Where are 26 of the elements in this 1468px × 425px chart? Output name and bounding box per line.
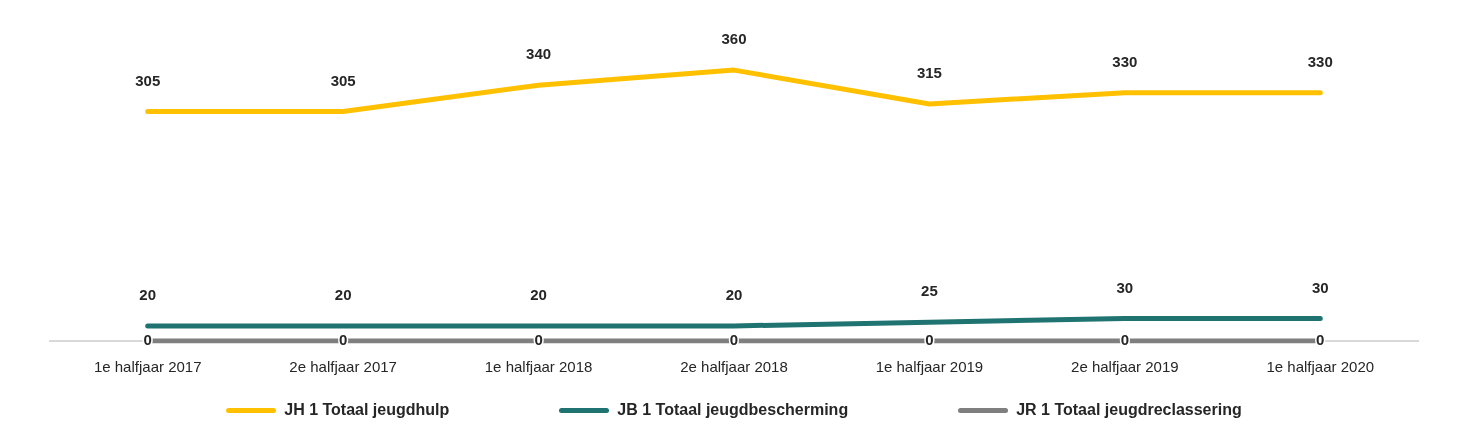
- x-tick-label: 1e halfjaar 2020: [1266, 358, 1375, 376]
- legend-label: JR 1 Totaal jeugdreclassering: [1015, 401, 1242, 419]
- data-label: 20: [139, 286, 157, 304]
- data-label: 20: [725, 286, 743, 304]
- x-tick-label: 2e halfjaar 2017: [289, 358, 397, 376]
- legend-label: JB 1 Totaal jeugdbescherming: [616, 401, 849, 419]
- data-label: 340: [526, 45, 552, 63]
- data-label: 315: [916, 64, 942, 82]
- data-label: 305: [330, 71, 356, 89]
- x-tick-label: 2e halfjaar 2019: [1071, 358, 1179, 376]
- x-tick-label: 2e halfjaar 2018: [680, 358, 788, 376]
- data-label: 20: [334, 286, 352, 304]
- x-tick-label: 1e halfjaar 2018: [484, 358, 593, 376]
- data-label: 0: [143, 331, 152, 349]
- data-label: 30: [1116, 278, 1134, 296]
- data-label: 30: [1311, 278, 1329, 296]
- data-label: 20: [530, 286, 547, 304]
- legend-label: JH 1 Totaal jeugdhulp: [283, 401, 450, 419]
- data-label: 0: [1316, 331, 1325, 349]
- data-label: 360: [721, 30, 747, 48]
- x-tick-label: 1e halfjaar 2017: [93, 358, 202, 376]
- x-tick-label: 1e halfjaar 2019: [875, 358, 984, 376]
- data-label: 330: [1112, 52, 1138, 70]
- data-label: 305: [135, 71, 161, 89]
- data-label: 25: [921, 282, 938, 300]
- data-label: 330: [1307, 52, 1333, 70]
